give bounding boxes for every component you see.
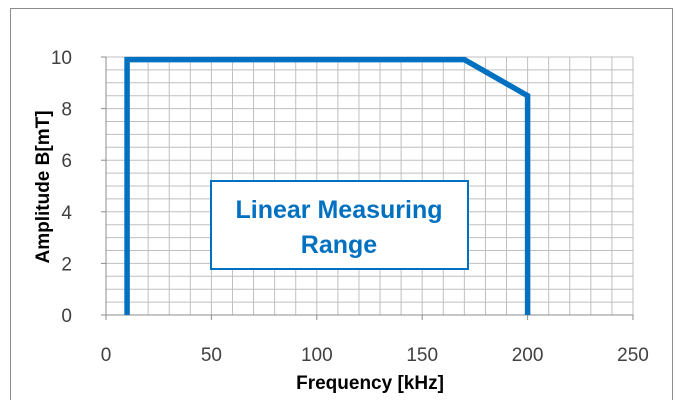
y-axis-ticks: 0 2 4 6 8 10 <box>51 48 106 327</box>
x-tick-label: 50 <box>201 345 222 366</box>
x-axis-ticks: 0 50 100 150 200 250 <box>101 315 649 366</box>
y-tick-label: 2 <box>61 254 72 275</box>
x-tick-label: 150 <box>406 345 438 366</box>
y-axis-title: Amplitude B[mT] <box>33 110 54 263</box>
x-tick-label: 250 <box>617 345 649 366</box>
annotation-box <box>210 180 469 270</box>
annotation-line-1: Linear Measuring <box>236 196 443 224</box>
annotation-line-2: Range <box>301 231 378 259</box>
y-tick-label: 8 <box>61 100 72 121</box>
y-tick-label: 10 <box>51 48 72 69</box>
y-tick-label: 6 <box>61 151 72 172</box>
y-tick-label: 0 <box>61 306 72 327</box>
x-tick-label: 200 <box>512 345 544 366</box>
y-tick-label: 4 <box>61 203 72 224</box>
x-axis-title: Frequency [kHz] <box>296 373 444 394</box>
x-tick-label: 0 <box>101 345 112 366</box>
x-tick-label: 100 <box>301 345 333 366</box>
series-lines <box>124 56 531 316</box>
